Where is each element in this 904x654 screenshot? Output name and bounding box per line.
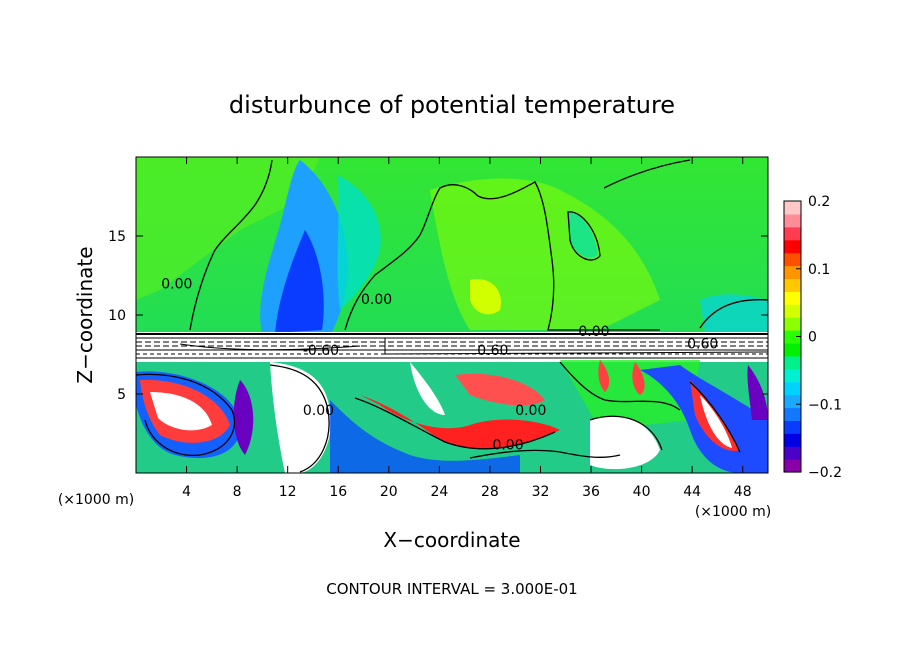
contour-label: 0.00	[361, 292, 392, 308]
x-tick-label: 40	[633, 484, 651, 500]
upper-anomaly-yellow	[470, 279, 501, 315]
colorbar-swatch	[784, 407, 801, 421]
contour-label: 0.00	[492, 438, 523, 454]
lower-white-center-left	[270, 362, 331, 473]
colorbar-swatch	[784, 394, 801, 409]
colorbar-swatch	[784, 317, 801, 331]
x-tick-label: 16	[329, 484, 347, 500]
lower-white-mid	[410, 362, 445, 415]
lower-purple-right	[747, 365, 768, 420]
upper-anomaly-cold-center	[275, 230, 324, 333]
colorbar-swatch	[784, 213, 801, 228]
colorbar-tick-label: −0.2	[808, 465, 842, 481]
colorbar-swatch	[784, 433, 801, 447]
colorbar-swatch	[784, 278, 801, 292]
colorbar-swatch	[784, 420, 801, 434]
lower-blue-center	[330, 400, 520, 473]
x-tick-label: 20	[380, 484, 398, 500]
x-tick-label: 36	[582, 484, 600, 500]
colorbar-swatch	[784, 446, 801, 460]
contour-label-group: 0.00 0.00 0.00 -0.60 0.60 0.60 0.00 0.00 0.00	[161, 276, 718, 453]
x-axis-label: X−coordinate	[383, 528, 520, 552]
colorbar-tick-label: −0.1	[808, 397, 842, 413]
colorbar-swatch	[784, 459, 801, 473]
y-tick-label: 5	[117, 387, 126, 403]
x-axis: 4 8 12 16 20 24 28 32 36 40 44 48	[182, 157, 752, 500]
upper-anomaly-warm	[136, 157, 320, 300]
colorbar-swatch	[784, 342, 801, 357]
lower-purple-left	[233, 380, 254, 455]
x-tick-label: 4	[182, 484, 191, 500]
interface-band	[136, 332, 768, 364]
colorbar-swatch	[784, 291, 801, 305]
x-tick-label: 44	[683, 484, 701, 500]
contour-label: 0.60	[687, 336, 718, 352]
colorbar-swatch	[784, 226, 801, 241]
colorbar-swatch	[784, 355, 801, 370]
x-tick-label: 12	[279, 484, 297, 500]
colorbar-labels: 0.2 0.1 0 −0.1 −0.2	[796, 194, 842, 481]
contour-label: 0.00	[161, 276, 192, 292]
upper-anomaly-cyan-right	[568, 211, 598, 258]
colorbar-swatch	[784, 252, 801, 267]
contour-label: 0.00	[578, 324, 609, 340]
colorbar-swatch	[784, 304, 801, 318]
x-tick-label: 8	[233, 484, 242, 500]
colorbar-swatch	[784, 381, 801, 396]
colorbar-swatch	[784, 368, 801, 383]
contour-label: 0.00	[515, 403, 546, 419]
contour-label: 0.00	[303, 403, 334, 419]
contour-interval: CONTOUR INTERVAL = 3.000E-01	[326, 580, 577, 598]
colorbar-tick-label: 0	[808, 330, 817, 346]
x-unit-right: (×1000 m)	[695, 504, 771, 520]
colorbar-swatch	[784, 330, 801, 344]
plot-area: 0.00 0.00 0.00 -0.60 0.60 0.60 0.00 0.00 0.00	[136, 157, 768, 473]
lower-red-mid	[455, 373, 545, 406]
contour-lines	[136, 159, 768, 473]
lower-red-patches	[598, 360, 645, 395]
x-tick-label: 24	[430, 484, 448, 500]
contour-label: 0.60	[477, 343, 508, 359]
x-tick-label: 48	[734, 484, 752, 500]
y-tick-label: 15	[108, 229, 126, 245]
colorbar-swatch	[784, 265, 801, 280]
x-tick-label: 32	[532, 484, 550, 500]
colorbar-swatch	[784, 201, 801, 215]
lower-white-right	[590, 416, 660, 470]
contour-label: -0.60	[303, 343, 339, 359]
y-axis-label: Z−coordinate	[73, 246, 97, 383]
y-axis: 5 10 15	[108, 229, 768, 403]
lower-white-far-right	[700, 395, 732, 448]
lower-white-left	[150, 392, 212, 431]
colorbar	[783, 200, 802, 473]
colorbar-swatch	[784, 239, 801, 254]
colorbar-tick-label: 0.1	[808, 262, 830, 278]
upper-anomaly-cyan-far	[700, 294, 768, 332]
x-tick-label: 28	[481, 484, 499, 500]
y-tick-label: 10	[108, 308, 126, 324]
lower-red-center	[360, 395, 560, 449]
interface-contours	[136, 333, 768, 359]
x-unit-left: (×1000 m)	[58, 492, 134, 508]
upper-anomaly-cyan	[337, 175, 381, 310]
colorbar-tick-label: 0.2	[808, 194, 830, 210]
chart-title: disturbunce of potential temperature	[229, 91, 675, 119]
